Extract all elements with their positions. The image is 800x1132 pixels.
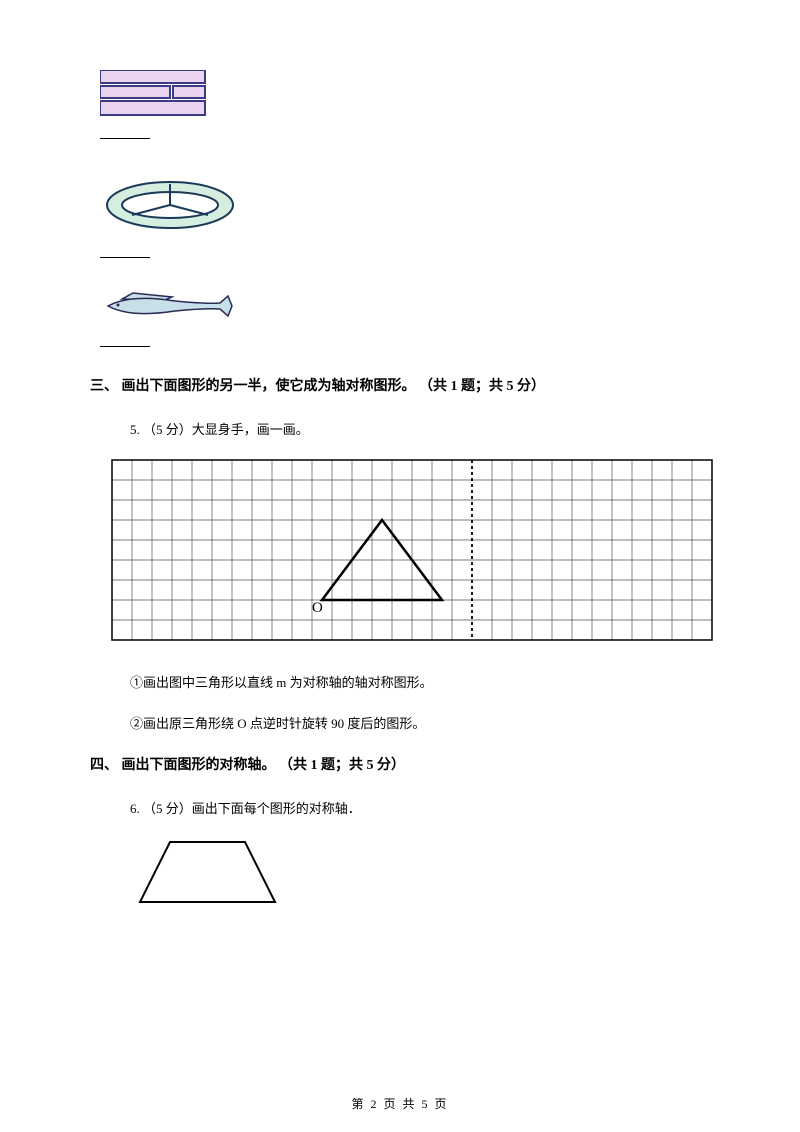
page-footer: 第 2 页 共 5 页 xyxy=(0,1095,800,1112)
trapezoid-figure xyxy=(135,837,710,914)
figure-ellipse-block xyxy=(90,167,710,258)
section-3-heading: 三、 画出下面图形的另一半，使它成为轴对称图形。 （共 1 题；共 5 分） xyxy=(90,375,710,395)
answer-line-1 xyxy=(100,138,150,139)
question-5-text: 5. （5 分）大显身手，画一画。 xyxy=(130,419,710,438)
figure-ellipse xyxy=(100,167,710,242)
sub-question-1: ①画出图中三角形以直线 m 为对称轴的轴对称图形。 xyxy=(130,672,710,691)
answer-line-3 xyxy=(100,346,150,347)
figure-stripes xyxy=(100,70,710,123)
figure-fish-block xyxy=(90,286,710,347)
figure-fish xyxy=(100,286,710,331)
svg-text:O: O xyxy=(312,600,323,616)
answer-line-2 xyxy=(100,257,150,258)
sub-question-2: ②画出原三角形绕 O 点逆时针旋转 90 度后的图形。 xyxy=(130,713,710,732)
grid-figure: O xyxy=(110,458,710,647)
question-6-text: 6. （5 分）画出下面每个图形的对称轴． xyxy=(130,798,710,817)
section-4-heading: 四、 画出下面图形的对称轴。 （共 1 题；共 5 分） xyxy=(90,754,710,774)
figure-stripes-block xyxy=(90,70,710,139)
